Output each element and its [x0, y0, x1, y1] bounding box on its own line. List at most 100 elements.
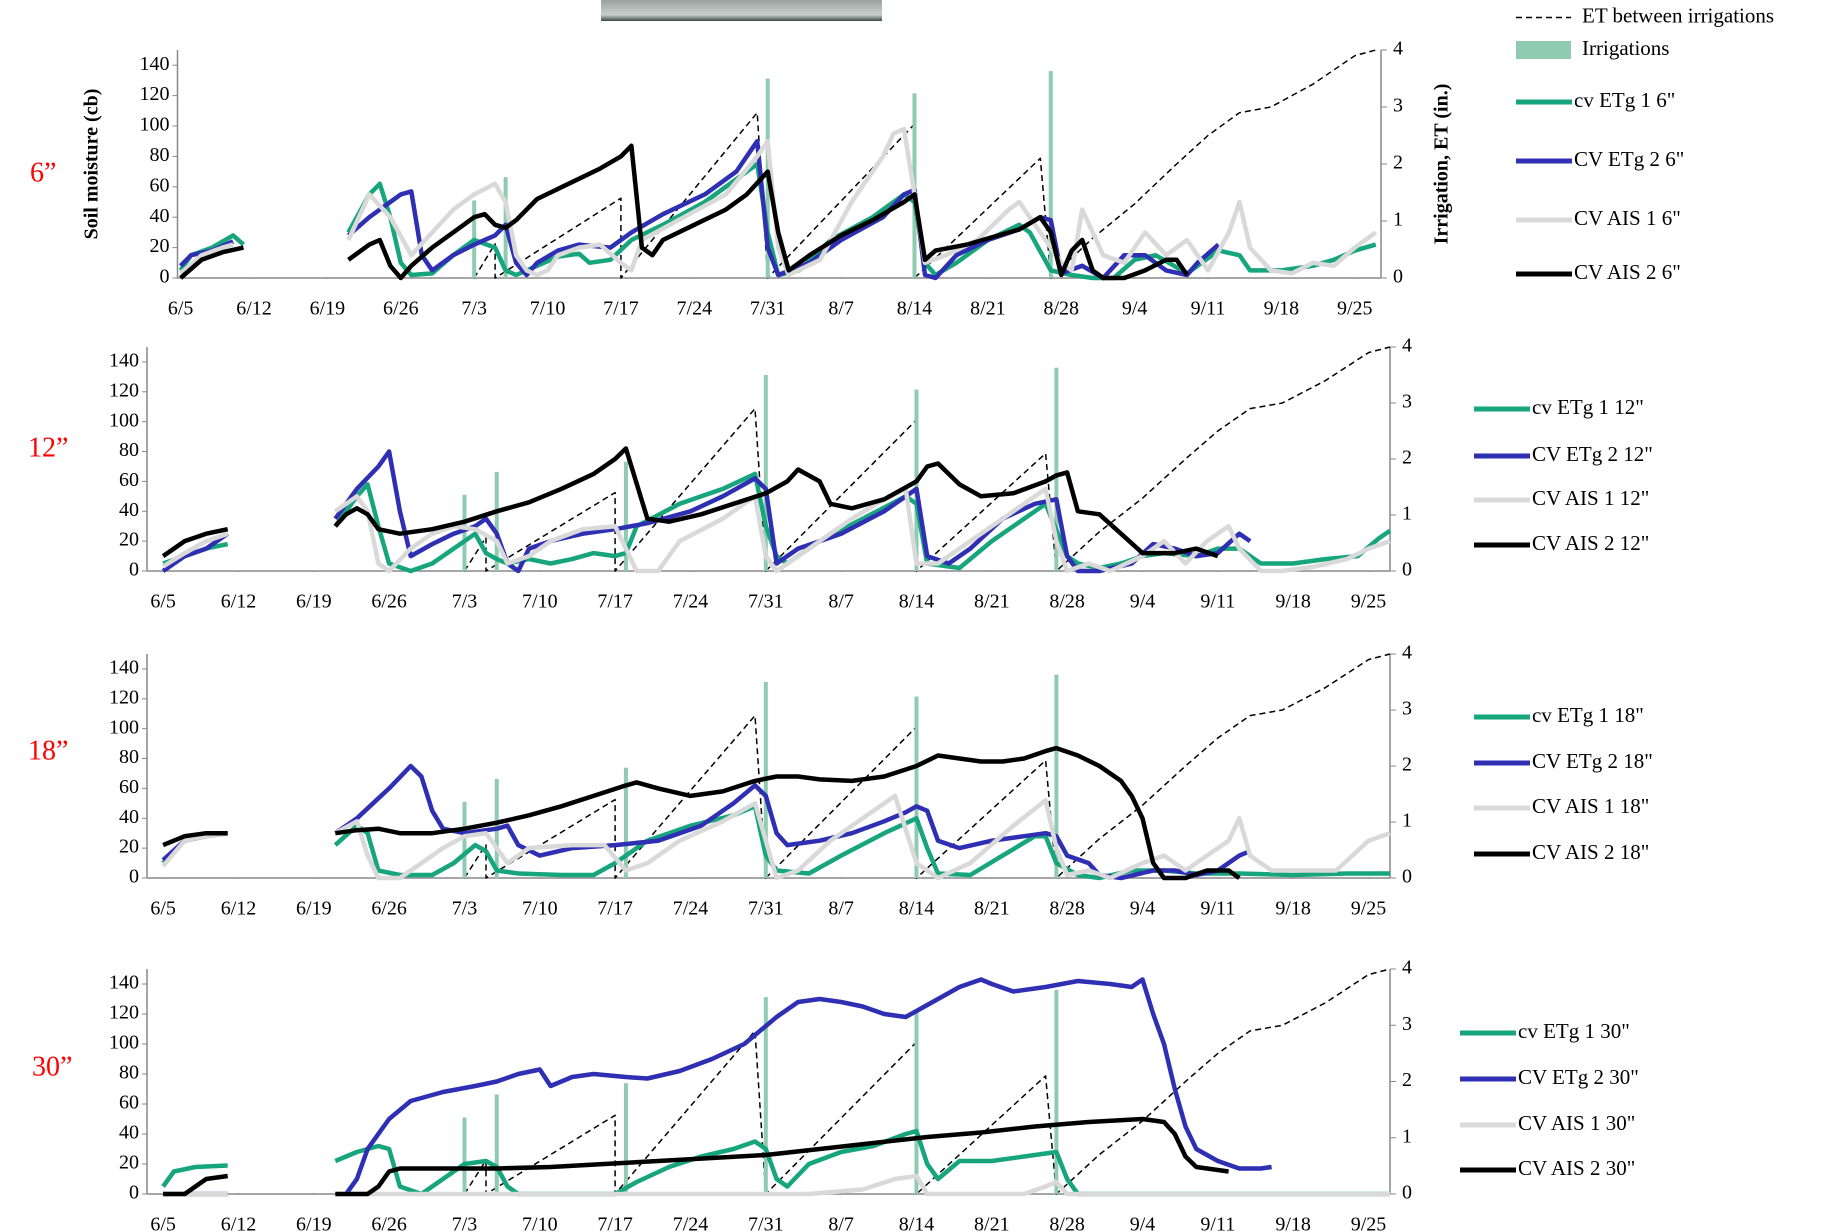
- x-tick-label: 9/4: [1122, 298, 1148, 320]
- irrigation-bar: [1054, 367, 1059, 571]
- legend-label: CV ETg 2 18": [1532, 749, 1653, 773]
- y-tick-label: 0: [129, 1182, 139, 1204]
- depth-label: 6”: [30, 157, 56, 188]
- x-tick-label: 9/11: [1191, 298, 1226, 320]
- legend-label: ET between irrigations: [1582, 3, 1774, 27]
- y-tick-label: 120: [109, 1002, 139, 1024]
- y-axis-title: Soil moisture (cb): [81, 89, 103, 240]
- x-tick-label: 8/7: [828, 898, 854, 920]
- x-tick-label: 9/18: [1275, 1214, 1311, 1232]
- y2-tick-label: 4: [1402, 335, 1412, 357]
- y2-tick-label: 0: [1402, 1182, 1412, 1204]
- x-tick-label: 8/7: [828, 298, 854, 320]
- y2-tick-label: 1: [1402, 503, 1412, 525]
- x-tick-label: 6/19: [296, 898, 332, 920]
- et-line: [463, 346, 1391, 572]
- legend-label: cv ETg 1 18": [1532, 703, 1644, 727]
- depth-label: 12”: [28, 432, 68, 463]
- irrigation-bar: [763, 997, 768, 1194]
- y-tick-label: 120: [109, 686, 139, 708]
- x-tick-label: 7/31: [750, 298, 786, 320]
- x-tick-label: 6/12: [221, 898, 257, 920]
- irrigation-bar: [1048, 71, 1053, 278]
- irrigation-bar: [623, 1083, 628, 1194]
- x-tick-label: 8/28: [1043, 298, 1079, 320]
- x-tick-label: 7/3: [452, 898, 478, 920]
- x-tick-label: 7/10: [522, 591, 558, 613]
- x-tick-label: 7/10: [522, 898, 558, 920]
- y2-tick-label: 2: [1402, 1069, 1412, 1091]
- series-line: [163, 977, 1272, 1197]
- x-tick-label: 9/4: [1130, 591, 1156, 613]
- x-tick-label: 8/14: [899, 1214, 935, 1232]
- y2-tick-label: 0: [1393, 266, 1403, 288]
- legend-label: CV AIS 1 18": [1532, 794, 1649, 818]
- x-tick-label: 7/31: [748, 1214, 784, 1232]
- y2-tick-label: 3: [1402, 698, 1412, 720]
- x-tick-label: 8/7: [828, 591, 854, 613]
- x-tick-label: 8/14: [899, 591, 935, 613]
- series-line: [161, 449, 1252, 574]
- x-tick-label: 8/21: [974, 1214, 1010, 1232]
- y-tick-label: 100: [140, 114, 170, 136]
- y2-tick-label: 3: [1402, 1013, 1412, 1035]
- x-tick-label: 9/25: [1351, 591, 1387, 613]
- irrigation-bar: [623, 767, 628, 878]
- x-tick-label: 9/11: [1200, 591, 1235, 613]
- x-tick-label: 9/11: [1200, 1214, 1235, 1232]
- y2-tick-label: 2: [1393, 152, 1403, 174]
- depth-label: 18”: [28, 735, 68, 766]
- legend-label: CV AIS 2 18": [1532, 840, 1649, 864]
- x-tick-label: 9/4: [1130, 898, 1156, 920]
- y-tick-label: 140: [109, 350, 139, 372]
- y-tick-label: 60: [119, 776, 139, 798]
- irrigation-bar: [462, 1117, 467, 1194]
- x-tick-label: 8/28: [1049, 591, 1085, 613]
- y-tick-label: 60: [150, 174, 170, 196]
- x-tick-label: 9/25: [1351, 1214, 1387, 1232]
- x-tick-label: 7/17: [597, 1214, 633, 1232]
- y-tick-label: 20: [119, 529, 139, 551]
- y-tick-label: 140: [140, 53, 170, 75]
- y2-tick-label: 1: [1393, 209, 1403, 231]
- y2-tick-label: 4: [1402, 957, 1412, 979]
- x-tick-label: 6/26: [371, 898, 407, 920]
- legend-label: CV ETg 2 12": [1532, 442, 1653, 466]
- y-tick-label: 120: [109, 379, 139, 401]
- legend-label: cv ETg 1 6": [1574, 88, 1675, 112]
- irrigation-bar: [623, 461, 628, 571]
- y2-tick-label: 2: [1402, 754, 1412, 776]
- y2-tick-label: 1: [1402, 1125, 1412, 1147]
- legend-label: cv ETg 1 30": [1518, 1019, 1630, 1043]
- irrigation-bar: [494, 1094, 499, 1194]
- x-tick-label: 7/31: [748, 898, 784, 920]
- x-tick-label: 9/11: [1200, 898, 1235, 920]
- y2-tick-label: 3: [1393, 95, 1403, 117]
- x-tick-label: 6/12: [236, 298, 272, 320]
- y-tick-label: 40: [119, 1122, 139, 1144]
- x-tick-label: 6/5: [168, 298, 194, 320]
- x-tick-label: 8/14: [897, 298, 933, 320]
- y-tick-label: 100: [109, 409, 139, 431]
- x-tick-label: 7/31: [748, 591, 784, 613]
- legend-label: CV AIS 2 30": [1518, 1156, 1635, 1180]
- series-line: [163, 1116, 1229, 1197]
- legend-label: CV AIS 1 12": [1532, 486, 1649, 510]
- legend-label: Irrigations: [1582, 36, 1669, 60]
- et-line: [463, 968, 1391, 1195]
- y-tick-label: 20: [119, 836, 139, 858]
- x-tick-label: 6/19: [296, 591, 332, 613]
- x-tick-label: 8/28: [1049, 898, 1085, 920]
- x-tick-label: 7/10: [522, 1214, 558, 1232]
- series-line: [161, 446, 1219, 559]
- y2-tick-label: 3: [1402, 391, 1412, 413]
- legend-label: CV AIS 2 12": [1532, 531, 1649, 555]
- y2-tick-label: 4: [1402, 642, 1412, 664]
- y-tick-label: 60: [119, 1092, 139, 1114]
- depth-label: 30”: [32, 1051, 72, 1082]
- x-tick-label: 6/5: [150, 1214, 176, 1232]
- x-tick-label: 9/18: [1275, 591, 1311, 613]
- x-tick-label: 8/21: [974, 898, 1010, 920]
- y-tick-label: 40: [150, 205, 170, 227]
- x-tick-label: 6/5: [150, 898, 176, 920]
